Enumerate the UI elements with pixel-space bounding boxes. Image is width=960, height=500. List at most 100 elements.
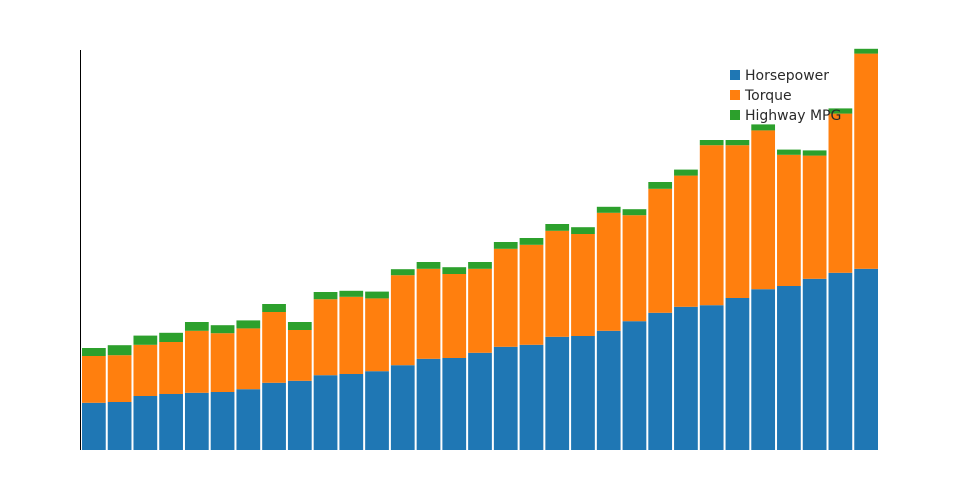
bar-group (184, 322, 209, 450)
bar-segment-highway-mpg (416, 262, 441, 269)
bar-segment-highway-mpg (107, 345, 132, 356)
bar-group (159, 332, 183, 450)
bar-segment-torque (442, 274, 467, 358)
bar-segment-torque (365, 298, 389, 372)
bar-segment-torque (107, 355, 132, 402)
legend-swatch (730, 110, 740, 120)
bar-group (107, 345, 132, 450)
bar-segment-torque (571, 234, 595, 336)
legend-label: Torque (744, 88, 792, 104)
bar-segment-torque (416, 268, 441, 359)
bar-segment-torque (648, 188, 673, 313)
bar-segment-highway-mpg (854, 48, 878, 54)
bar-group (751, 124, 776, 450)
legend-swatch (730, 90, 740, 100)
bar-segment-horsepower (210, 392, 235, 450)
bar-segment-highway-mpg (622, 209, 647, 216)
bar-group (365, 291, 389, 450)
bar-segment-horsepower (159, 394, 183, 450)
bar-segment-horsepower (339, 374, 364, 450)
bar-segment-horsepower (571, 336, 595, 450)
bar-group (802, 150, 827, 450)
bar-segment-torque (674, 175, 698, 307)
bar-segment-horsepower (545, 336, 570, 450)
bar-segment-highway-mpg (390, 269, 415, 276)
bar-group (339, 290, 364, 450)
bar-segment-horsepower (442, 358, 467, 450)
bar-segment-horsepower (622, 321, 647, 450)
bar-segment-horsepower (493, 346, 518, 450)
bar-segment-horsepower (777, 286, 801, 450)
bar-segment-highway-mpg (133, 335, 158, 345)
bar-segment-highway-mpg (82, 348, 106, 356)
bar-segment-highway-mpg (262, 304, 286, 312)
bar-segment-horsepower (802, 278, 827, 450)
bar-segment-horsepower (416, 358, 441, 450)
bar-group (442, 267, 467, 450)
bar-segment-horsepower (751, 289, 776, 450)
bar-segment-torque (287, 330, 312, 381)
bar-segment-highway-mpg (468, 262, 492, 269)
bar-segment-highway-mpg (287, 322, 312, 330)
bar-segment-horsepower (699, 305, 724, 450)
bar-segment-torque (699, 145, 724, 306)
bar-segment-torque (313, 299, 338, 376)
bar-segment-torque (133, 344, 158, 396)
bar-segment-highway-mpg (674, 169, 698, 176)
bar-segment-torque (210, 333, 235, 392)
bar-segment-horsepower (313, 375, 338, 450)
bar-group (545, 224, 570, 450)
bar-group (699, 140, 724, 450)
bar-segment-highway-mpg (339, 290, 364, 297)
bar-group (725, 140, 750, 450)
bar-segment-horsepower (133, 396, 158, 450)
bar-segment-highway-mpg (493, 242, 518, 249)
bar-group (596, 206, 621, 450)
bar-segment-torque (82, 356, 106, 403)
bar-segment-torque (262, 312, 286, 383)
bar-segment-horsepower (82, 402, 106, 450)
bar-segment-torque (184, 330, 209, 393)
bar-segment-torque (339, 296, 364, 374)
bar-segment-horsepower (184, 392, 209, 450)
bar-segment-torque (596, 212, 621, 331)
bar-segment-horsepower (854, 268, 878, 450)
bar-segment-horsepower (262, 382, 286, 450)
bar-segment-horsepower (107, 402, 132, 450)
bar-segment-torque (159, 342, 183, 394)
bar-segment-torque (622, 215, 647, 322)
bar-segment-horsepower (236, 389, 261, 450)
bar-segment-highway-mpg (802, 150, 827, 156)
bar-segment-torque (519, 244, 544, 345)
bar-segment-horsepower (828, 272, 853, 450)
bar-segment-horsepower (519, 344, 544, 450)
bar-segment-horsepower (468, 352, 492, 450)
bar-segment-highway-mpg (751, 124, 776, 131)
bar-segment-highway-mpg (442, 267, 467, 274)
bar-group (519, 238, 544, 450)
legend-label: Highway MPG (745, 108, 841, 124)
legend: Horsepower Torque Highway MPG (730, 68, 841, 124)
bar-group (777, 149, 801, 450)
bar-group (262, 304, 286, 450)
bar-segment-torque (493, 248, 518, 347)
bar-segment-highway-mpg (596, 206, 621, 213)
bars-layer (82, 48, 878, 450)
bar-segment-horsepower (390, 365, 415, 450)
bar-group (468, 262, 492, 450)
bar-group (287, 322, 312, 450)
bar-group (313, 292, 338, 450)
bar-segment-torque (802, 155, 827, 279)
bar-group (622, 209, 647, 450)
bar-segment-highway-mpg (519, 238, 544, 245)
legend-swatch (730, 70, 740, 80)
bar-segment-horsepower (725, 298, 750, 450)
bar-group (133, 335, 158, 450)
legend-label: Horsepower (745, 68, 829, 84)
bar-group (854, 48, 878, 450)
bar-group (493, 242, 518, 450)
bar-segment-highway-mpg (236, 320, 261, 329)
bar-segment-highway-mpg (210, 325, 235, 334)
bar-group (210, 325, 235, 450)
